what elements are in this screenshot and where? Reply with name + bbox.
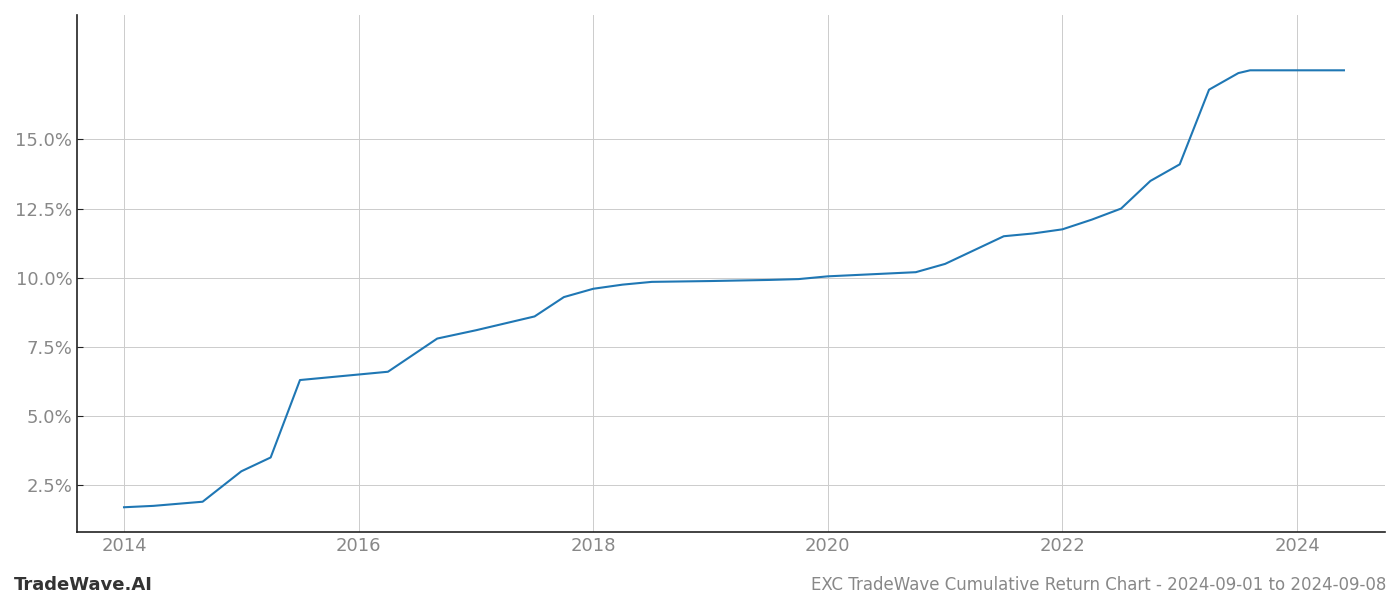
Text: EXC TradeWave Cumulative Return Chart - 2024-09-01 to 2024-09-08: EXC TradeWave Cumulative Return Chart - … — [811, 576, 1386, 594]
Text: TradeWave.AI: TradeWave.AI — [14, 576, 153, 594]
